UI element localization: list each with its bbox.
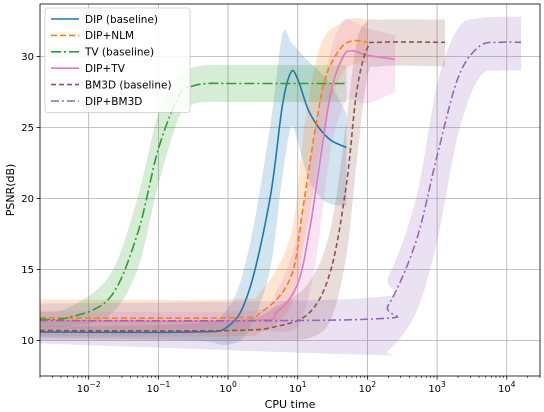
legend-label: DIP (baseline) [85, 14, 158, 26]
y-tick-label: 30 [21, 52, 34, 63]
x-tick-label: 103 [428, 380, 446, 395]
band-dip-nlm [40, 18, 368, 337]
band-dip-tv [40, 18, 396, 333]
plot-area-frame [39, 3, 541, 377]
legend-label: TV (baseline) [84, 47, 154, 59]
y-tick-label: 10 [21, 336, 34, 347]
x-tick-label: 10−2 [77, 380, 101, 395]
band-dip-bm3d [40, 16, 521, 356]
series-lines [39, 39, 521, 334]
x-tick-label: 101 [289, 380, 307, 395]
y-axis-label: PSNR(dB) [4, 164, 17, 217]
y-tick-label: 20 [21, 194, 34, 205]
x-tick-label: 102 [359, 380, 377, 395]
x-tick-label: 104 [498, 380, 516, 395]
y-tick-label: 25 [21, 123, 34, 134]
legend: DIP (baseline) DIP+NLM TV (baseline) DIP+TV… [44, 7, 191, 113]
x-tick-label: 100 [219, 380, 237, 395]
line-bm3d-baseline [39, 41, 446, 332]
band-tv-baseline [40, 64, 347, 328]
line-dip-bm3d [39, 41, 521, 322]
legend-box [44, 7, 191, 113]
y-tick-label: 15 [21, 265, 34, 276]
legend-label: DIP+TV [85, 63, 126, 75]
legend-label: DIP+BM3D [85, 96, 142, 108]
x-tick-label: 10−1 [146, 380, 170, 395]
x-axis-label: CPU time [265, 398, 316, 411]
confidence-bands [40, 16, 521, 356]
legend-label: DIP+NLM [85, 30, 134, 42]
band-bm3d-baseline [40, 18, 446, 341]
line-dip-nlm [39, 39, 368, 320]
band-dip-baseline [40, 30, 347, 346]
legend-label: BM3D (baseline) [85, 79, 172, 91]
axis-ticks: 10−2 10−1 100 101 102 103 104 10 15 20 25 30 [21, 52, 541, 395]
